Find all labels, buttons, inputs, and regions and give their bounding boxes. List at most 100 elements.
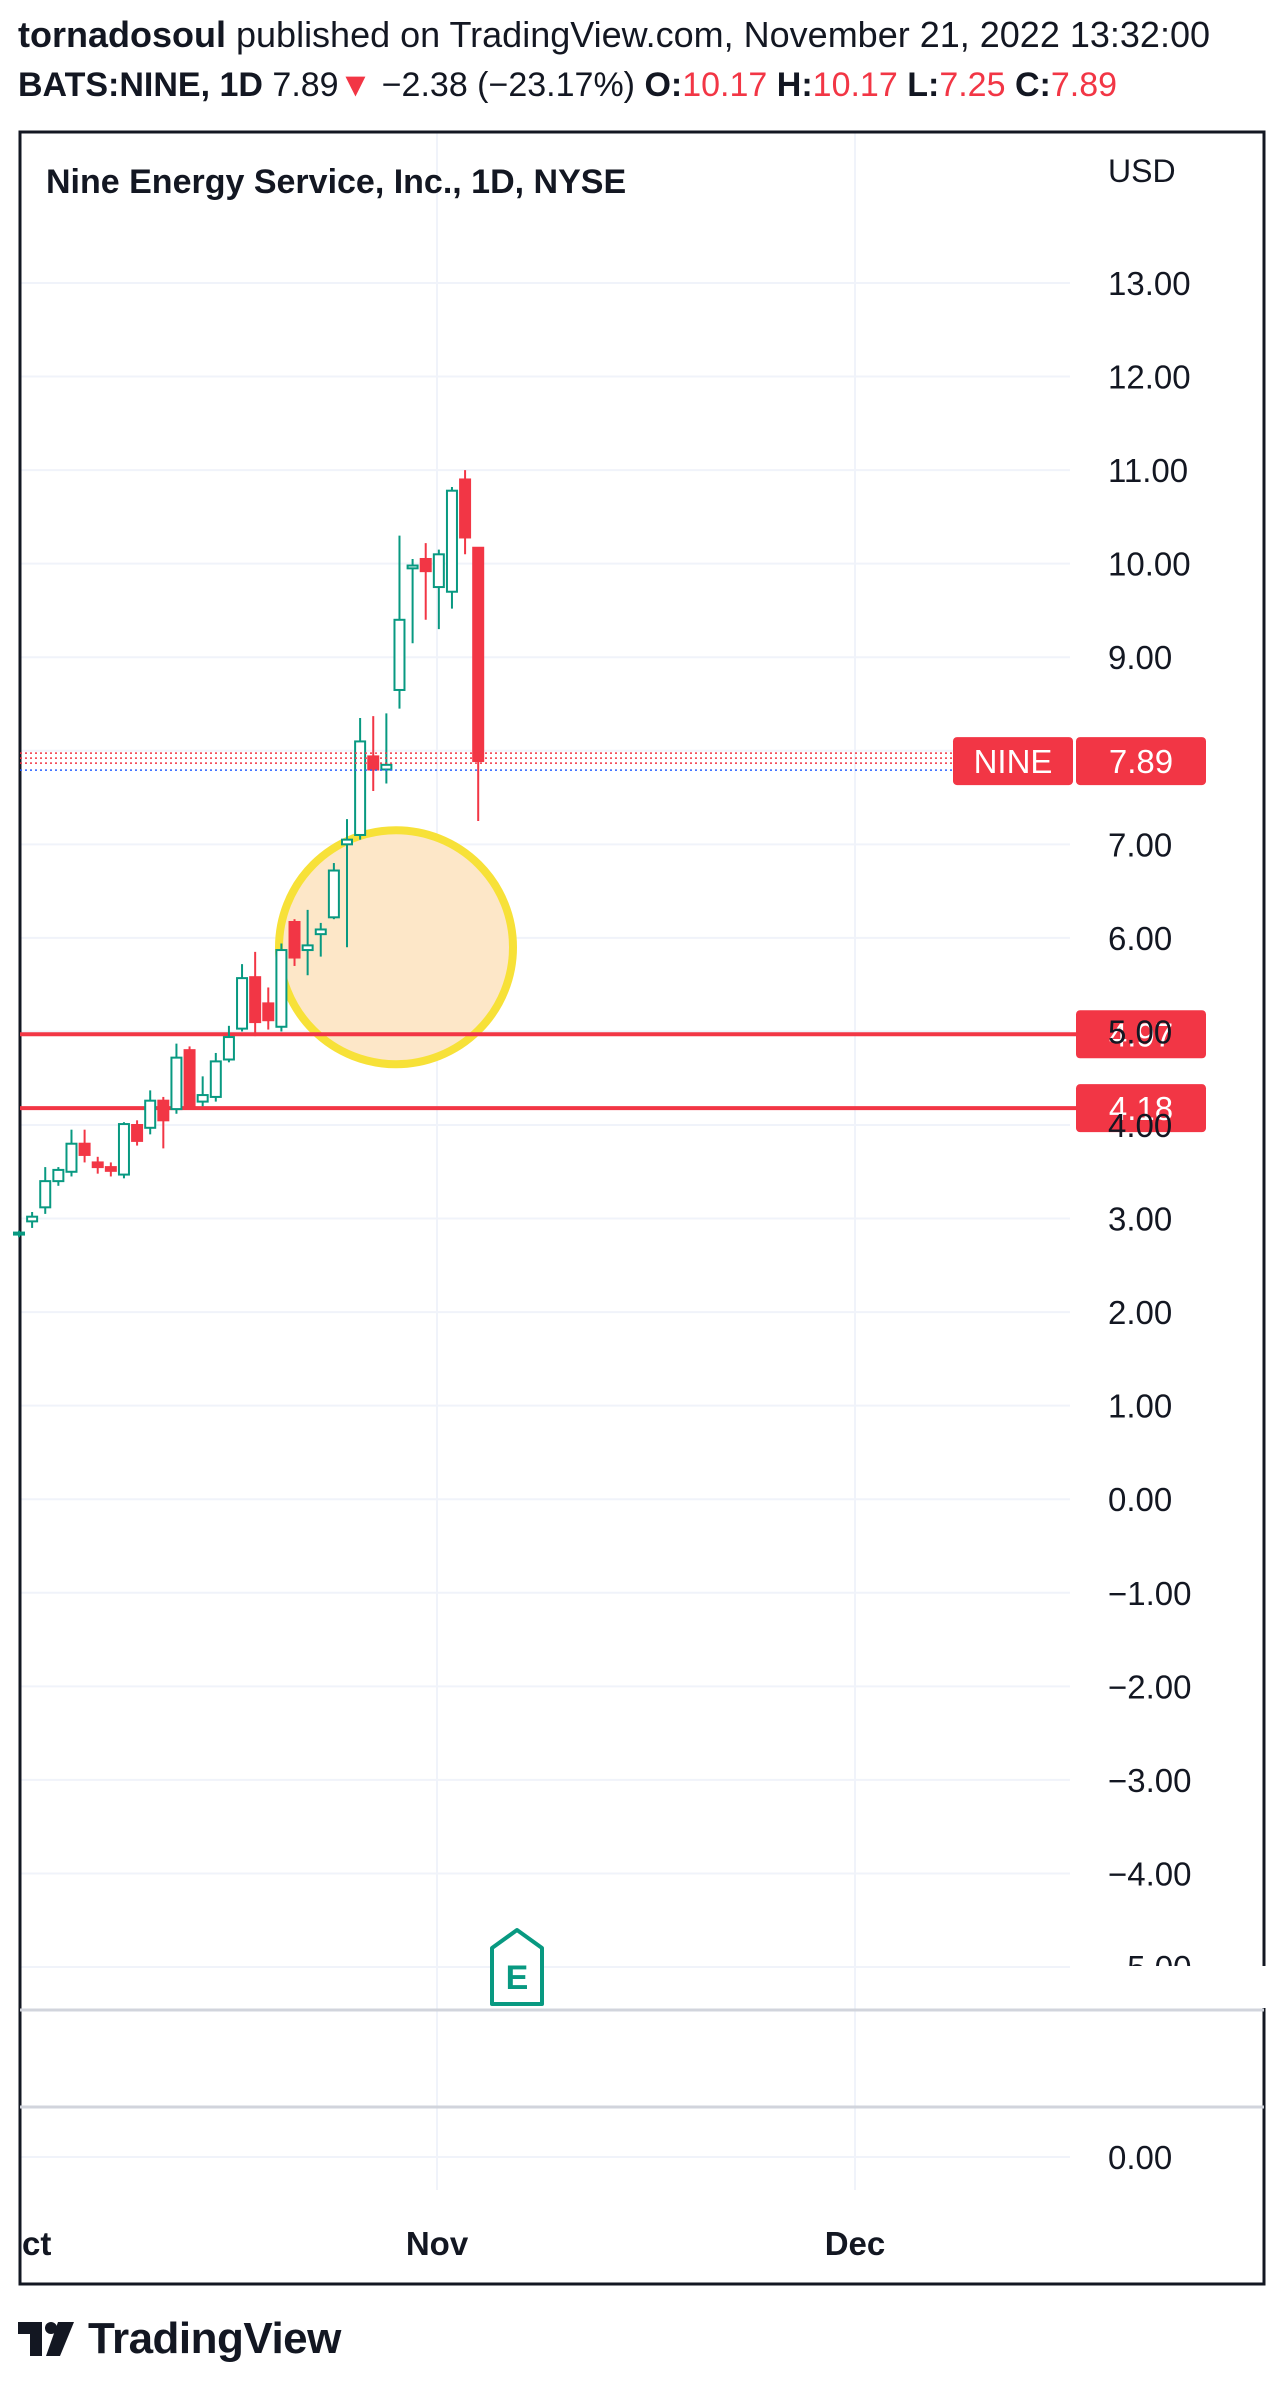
tradingview-logo[interactable]: TradingView [18,2312,341,2366]
chart-border [18,130,1266,2286]
price-tick-label: 5.00 [1108,1013,1172,1050]
time-tick-label: Dec [825,2225,886,2262]
candle[interactable] [65,1129,78,1177]
candle[interactable] [131,1120,144,1146]
earnings-icon [490,1928,544,2006]
horizontal-line-label: 4.97 [1109,1016,1173,1053]
candle[interactable] [288,919,301,966]
price-tick-label: 13.00 [1108,265,1191,302]
candle[interactable] [26,1212,39,1228]
chart-frame [18,130,1266,2286]
candle[interactable] [459,470,472,555]
highlight-circle [275,826,517,1069]
price-axis[interactable]: 13.0012.0011.0010.009.008.007.006.005.00… [1080,265,1270,2176]
candle-body [406,564,419,570]
candle-body [26,1215,39,1223]
candle[interactable] [262,987,275,1030]
candle[interactable] [222,1025,235,1063]
candle-body [170,1056,183,1111]
candle-body [354,740,367,836]
price-labels: NINE 7.89 [20,737,1206,786]
close-value: 7.89 [1050,66,1118,104]
horizontal-line[interactable]: 4.18 [20,1084,1206,1133]
candle[interactable] [406,558,419,644]
candle-body [459,478,472,539]
candle[interactable] [314,922,327,957]
symbol-label: BATS:NINE, 1D [18,66,263,104]
candle-body [52,1168,65,1183]
candle[interactable] [13,1230,25,1238]
candle[interactable] [91,1156,104,1174]
candle[interactable] [183,1046,196,1110]
brand-wordmark: TradingView [88,2314,341,2363]
down-arrow-icon: ▼ [338,66,373,104]
horizontal-lines[interactable]: 4.97 4.18 [20,1010,1206,1133]
candle[interactable] [393,535,406,709]
candle[interactable] [301,909,314,976]
candle[interactable] [472,546,485,821]
candle[interactable] [117,1122,130,1179]
candle[interactable] [327,863,340,920]
candle[interactable] [170,1043,183,1114]
candle[interactable] [236,964,249,1032]
candle[interactable] [275,943,288,1032]
publish-header: tornadosoul published on TradingView.com… [18,14,1210,56]
candle-series[interactable] [13,470,485,1238]
candle[interactable] [157,1096,170,1149]
candle-body [432,553,445,589]
candle-body [327,869,340,919]
candle[interactable] [367,716,380,792]
close-label: C: [1014,66,1051,104]
candle-body [288,920,301,959]
candle-body [39,1180,52,1209]
last-price-label-text: 7.89 [1109,743,1173,780]
tradingview-logo-icon [18,2322,74,2356]
candle[interactable] [209,1052,222,1102]
candle[interactable] [249,951,262,1037]
candle[interactable] [380,713,393,784]
candle-body [341,838,353,846]
candle[interactable] [104,1162,117,1177]
price-tick-label: 4.00 [1108,1107,1172,1144]
candle[interactable] [354,718,367,840]
candle-body [78,1142,91,1156]
candle[interactable] [341,819,353,948]
candle[interactable] [52,1167,65,1186]
candle-body [144,1099,157,1129]
price-tick-label: 9.00 [1108,639,1172,676]
candle-body [445,489,458,593]
price-tick-label: −4.00 [1108,1855,1192,1892]
candle-body [91,1161,104,1169]
time-tick-label: Nov [406,2225,469,2262]
candle-body [157,1099,170,1122]
candle-body [380,763,393,771]
price-chart[interactable]: 4.974.18 13.0012.0011.0010.009.008.007.0… [0,0,1284,2300]
time-tick-label: ct [22,2225,51,2262]
time-axis[interactable]: ct Nov Dec [22,2225,885,2262]
high-value: 10.17 [812,66,898,104]
price-tick-label: 6.00 [1108,920,1172,957]
candle[interactable] [196,1076,209,1107]
earnings-badge[interactable]: E [490,1928,544,2006]
price-tick-label: 0.00 [1108,1481,1172,1518]
candle-body [222,1036,235,1061]
candle[interactable] [39,1167,52,1214]
candle-body [117,1123,130,1176]
author-name[interactable]: tornadosoul [18,14,226,55]
candle-body [131,1124,144,1142]
horizontal-line[interactable]: 4.97 [20,1010,1206,1059]
low-value: 7.25 [939,66,1006,104]
candle-body [393,618,406,691]
candle-body [196,1094,209,1103]
price-tick-label: 10.00 [1108,546,1191,583]
candle[interactable] [78,1129,91,1163]
price-tick-label: −1.00 [1108,1575,1192,1612]
candle[interactable] [432,549,445,630]
candle-body [104,1166,117,1172]
chart-title: Nine Energy Service, Inc., 1D, NYSE [46,163,626,201]
candle[interactable] [419,543,432,620]
price-tick-label: 11.00 [1108,452,1188,489]
price-tick-label: 2.00 [1108,1294,1172,1331]
candle[interactable] [445,486,458,609]
candle[interactable] [144,1090,157,1135]
